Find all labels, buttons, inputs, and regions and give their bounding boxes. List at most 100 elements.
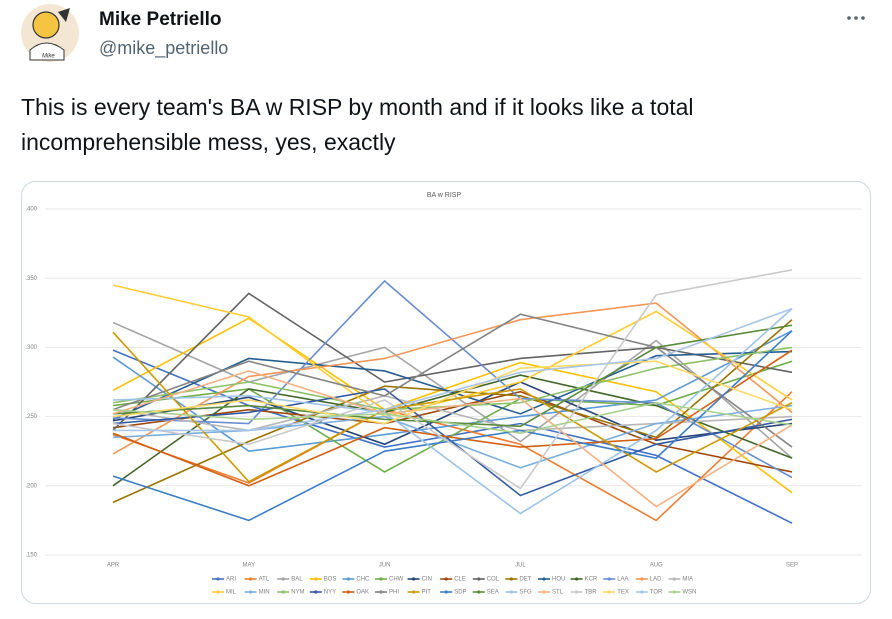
legend-marker: [575, 577, 579, 581]
legend-label: TEX: [617, 590, 629, 596]
legend-item: CIN: [407, 577, 432, 583]
legend-label: BOS: [324, 577, 337, 583]
legend-label: SFG: [519, 590, 532, 596]
legend-label: WSN: [682, 590, 696, 596]
author-name[interactable]: Mike Petriello: [99, 9, 222, 30]
legend-marker: [444, 577, 448, 581]
x-tick-label: APR: [107, 563, 120, 569]
legend-marker: [249, 590, 253, 594]
legend-marker: [379, 577, 383, 581]
tweet-text: incomprehensible mess, yes, exactly: [21, 129, 396, 155]
legend-item: MIN: [244, 590, 270, 596]
legend-marker: [216, 590, 220, 594]
legend-marker: [379, 590, 383, 594]
series-line: [112, 390, 793, 473]
legend-marker: [281, 590, 285, 594]
y-tick-label: .400: [25, 207, 37, 213]
legend-label: PIT: [422, 590, 432, 596]
series-line: [112, 349, 793, 487]
series-line: [112, 360, 793, 473]
legend-label: CHC: [356, 577, 370, 583]
legend-marker: [477, 590, 481, 594]
legend-label: HOU: [552, 577, 565, 583]
legend-item: CHW: [375, 577, 404, 583]
legend-label: MIN: [259, 590, 270, 596]
legend-marker: [444, 590, 448, 594]
legend-item: STL: [538, 590, 564, 596]
legend-item: TOR: [635, 590, 663, 596]
legend-label: TOR: [650, 590, 663, 596]
legend-marker: [314, 577, 318, 581]
legend-marker: [412, 577, 416, 581]
legend-marker: [672, 590, 677, 594]
legend-label: CLE: [454, 577, 466, 583]
legend-item: SFG: [505, 590, 532, 596]
series-line: [113, 307, 793, 432]
legend-item: BOS: [309, 577, 337, 583]
x-tick-label: AUG: [650, 563, 663, 569]
legend-label: KCR: [585, 577, 598, 583]
chart: BA w RISP .150 .200 .250 .300 .350 .400 APR MAY J…: [25, 192, 862, 596]
legend-marker: [346, 577, 350, 581]
legend-label: ATL: [259, 577, 270, 583]
legend-marker: [672, 577, 677, 581]
legend-marker: [346, 590, 350, 594]
legend-marker: [542, 577, 546, 581]
legend-label: NYM: [291, 590, 304, 596]
legend-item: COL: [472, 577, 500, 583]
series-line: [112, 302, 793, 455]
series-line: [112, 391, 793, 522]
legend-item: TEX: [603, 590, 629, 596]
legend-label: CHW: [389, 577, 404, 583]
legend-marker: [216, 577, 220, 581]
series-line: [112, 330, 793, 453]
legend-label: STL: [552, 590, 564, 596]
series-line: [112, 317, 793, 494]
legend-item: DET: [505, 577, 532, 583]
legend-item: MIA: [668, 577, 693, 583]
legend-item: MIL: [212, 590, 237, 596]
series-line: [112, 308, 793, 515]
legend-marker: [477, 577, 481, 581]
legend-item: ARI: [212, 577, 236, 583]
legend-label: TBR: [585, 590, 598, 596]
series-line: [112, 388, 793, 497]
legend-label: SDP: [454, 590, 466, 596]
author-handle[interactable]: @mike_petriello: [99, 38, 228, 59]
legend-label: DET: [519, 577, 531, 583]
legend-item: SDP: [440, 590, 467, 596]
legend-item: HOU: [538, 577, 565, 583]
y-tick-label: .250: [25, 414, 37, 420]
avatar[interactable]: Mike: [21, 4, 79, 62]
legend-label: SEA: [487, 590, 499, 596]
legend-label: MIA: [682, 577, 693, 583]
legend-item: CLE: [440, 577, 466, 583]
x-tick-label: JUL: [515, 563, 526, 569]
legend-marker: [542, 590, 546, 594]
x-tick-label: MAY: [243, 563, 256, 569]
legend-marker: [249, 577, 253, 581]
legend-marker: [575, 590, 579, 594]
series-line: [112, 360, 793, 425]
legend-item: KCR: [570, 577, 598, 583]
legend-item: LAA: [603, 577, 629, 583]
legend-marker: [509, 577, 513, 581]
legend-item: NYY: [309, 590, 336, 596]
legend-item: PHI: [375, 590, 399, 596]
legend-marker: [607, 590, 611, 594]
svg-text:Mike: Mike: [42, 54, 55, 60]
legend-label: LAD: [650, 577, 662, 583]
legend-marker: [640, 577, 644, 581]
series-line: [112, 331, 793, 483]
x-tick-label: SEP: [786, 563, 798, 569]
legend-marker: [281, 577, 285, 581]
more-button[interactable]: [847, 16, 865, 20]
legend-item: ATL: [244, 577, 270, 583]
legend-label: PHI: [389, 590, 399, 596]
legend-item: CHC: [342, 577, 370, 583]
legend-item: OAK: [342, 590, 369, 596]
series-line: [112, 401, 793, 435]
legend-item: PIT: [407, 590, 432, 596]
legend-marker: [607, 577, 611, 581]
